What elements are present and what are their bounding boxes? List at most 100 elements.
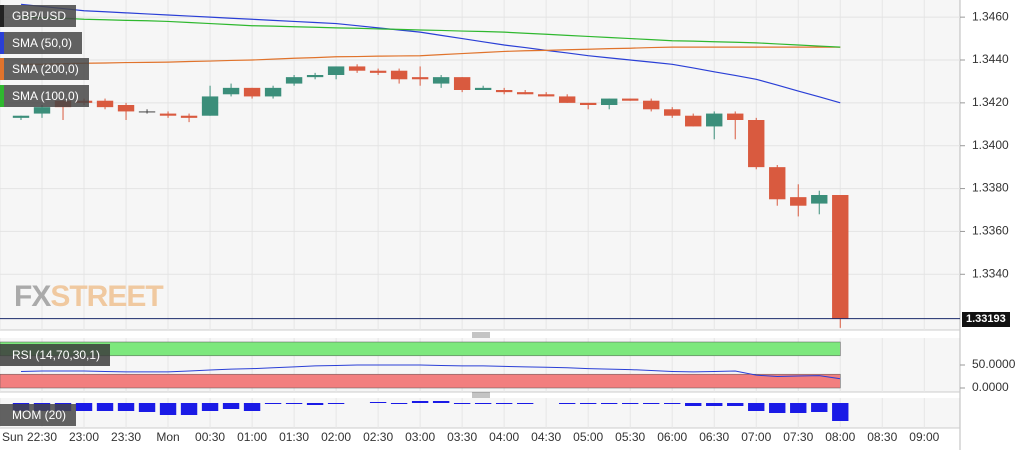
y-tick-label: 1.3380 xyxy=(972,181,1009,195)
candle-body xyxy=(811,195,828,204)
y-tick-label: 1.3400 xyxy=(972,138,1009,152)
mom-bar xyxy=(390,403,408,404)
candle-body xyxy=(180,115,198,118)
candle-body xyxy=(327,66,345,75)
x-tick-label: 22:30 xyxy=(27,430,57,444)
candle-body xyxy=(537,94,555,97)
mom-bar xyxy=(474,403,492,404)
legend-label: SMA (100,0) xyxy=(12,88,79,103)
mom-bar xyxy=(159,403,177,415)
watermark: FXSTREET xyxy=(14,280,164,314)
candle-body xyxy=(117,105,135,112)
candle-body xyxy=(432,77,450,84)
y-tick-label: 1.3360 xyxy=(972,224,1009,238)
mom-bar xyxy=(411,401,429,403)
mom-bar xyxy=(600,403,618,404)
mom-bar xyxy=(180,403,198,415)
resize-handle[interactable] xyxy=(472,332,490,338)
mom-bar xyxy=(306,403,324,405)
candle-body xyxy=(727,113,744,120)
x-tick-label: 04:00 xyxy=(489,430,519,444)
legend-item: SMA (100,0) xyxy=(0,84,89,107)
mom-bar xyxy=(769,403,786,413)
y-tick-label: 1.3340 xyxy=(972,266,1009,280)
y-tick-label: 50.0000 xyxy=(972,357,1016,371)
sma-line xyxy=(20,3,841,104)
candle-body xyxy=(558,96,576,103)
x-tick-label: Mon xyxy=(156,430,179,444)
mom-bar xyxy=(495,403,513,404)
mom-bar xyxy=(222,403,240,409)
candle-body xyxy=(748,120,765,168)
legend-item: SMA (200,0) xyxy=(0,58,89,80)
legend-item: RSI (14,70,30,1) xyxy=(0,344,111,366)
legend-item: MOM (20) xyxy=(0,404,76,426)
x-tick-label: 07:30 xyxy=(783,430,813,444)
legend-swatch xyxy=(0,84,4,107)
candle-body xyxy=(643,100,660,110)
candle-body xyxy=(243,87,261,97)
mom-panel xyxy=(0,398,960,428)
candle-body xyxy=(790,197,807,206)
candle-body xyxy=(769,167,786,200)
candle-body xyxy=(516,92,534,95)
candle-body xyxy=(159,113,177,116)
x-tick-label: 05:30 xyxy=(615,430,645,444)
x-tick-label: 04:30 xyxy=(531,430,561,444)
candle-body xyxy=(222,87,240,95)
legend-item: SMA (50,0) xyxy=(0,31,83,54)
legend-swatch xyxy=(0,5,4,27)
candle-body xyxy=(600,98,618,105)
mom-bar xyxy=(579,403,597,404)
candle-body xyxy=(390,70,408,80)
watermark-part: FX xyxy=(14,280,51,313)
mom-bar xyxy=(138,403,156,412)
x-tick-label: 00:30 xyxy=(195,430,225,444)
mom-bar xyxy=(285,403,303,404)
oversold-band xyxy=(0,373,841,389)
main-panel xyxy=(0,0,960,330)
legend-label: GBP/USD xyxy=(12,9,67,23)
mom-bar xyxy=(664,403,681,404)
candle-body xyxy=(264,87,282,97)
candle-body xyxy=(579,102,597,105)
mom-bar xyxy=(369,402,387,403)
candle-body xyxy=(706,113,723,127)
mom-bar xyxy=(117,403,135,411)
mom-bar xyxy=(264,403,282,404)
mom-bar xyxy=(685,403,702,406)
candle-body xyxy=(832,195,849,319)
x-tick-label: Sun xyxy=(2,430,23,444)
x-tick-label: 07:00 xyxy=(741,430,771,444)
mom-bar xyxy=(96,403,114,411)
x-tick-label: 06:00 xyxy=(657,430,687,444)
x-tick-label: 03:30 xyxy=(447,430,477,444)
x-tick-label: 06:30 xyxy=(699,430,729,444)
sma-line xyxy=(20,16,841,48)
x-tick-label: 01:00 xyxy=(237,430,267,444)
last-price-label: 1.33193 xyxy=(962,311,1010,327)
legend-swatch xyxy=(0,58,4,80)
mom-bar xyxy=(811,403,828,412)
candle-body xyxy=(453,77,471,90)
mom-bar xyxy=(516,403,534,404)
x-tick-label: 05:00 xyxy=(573,430,603,444)
candle-body xyxy=(411,77,429,80)
mom-bar xyxy=(243,403,261,411)
resize-handle[interactable] xyxy=(472,392,490,398)
candle-body xyxy=(33,107,51,114)
candle-body xyxy=(138,111,156,113)
watermark-part: STREET xyxy=(50,280,163,313)
x-tick-label: 02:30 xyxy=(363,430,393,444)
mom-bar xyxy=(748,403,765,411)
y-tick-label: 0.0000 xyxy=(972,380,1009,394)
candle-body xyxy=(201,96,219,116)
mom-bar xyxy=(790,403,807,413)
legend-swatch xyxy=(0,31,4,54)
candle-body xyxy=(622,98,639,101)
x-tick-label: 01:30 xyxy=(279,430,309,444)
mom-bar xyxy=(643,403,660,404)
legend-label: SMA (200,0) xyxy=(12,62,79,76)
